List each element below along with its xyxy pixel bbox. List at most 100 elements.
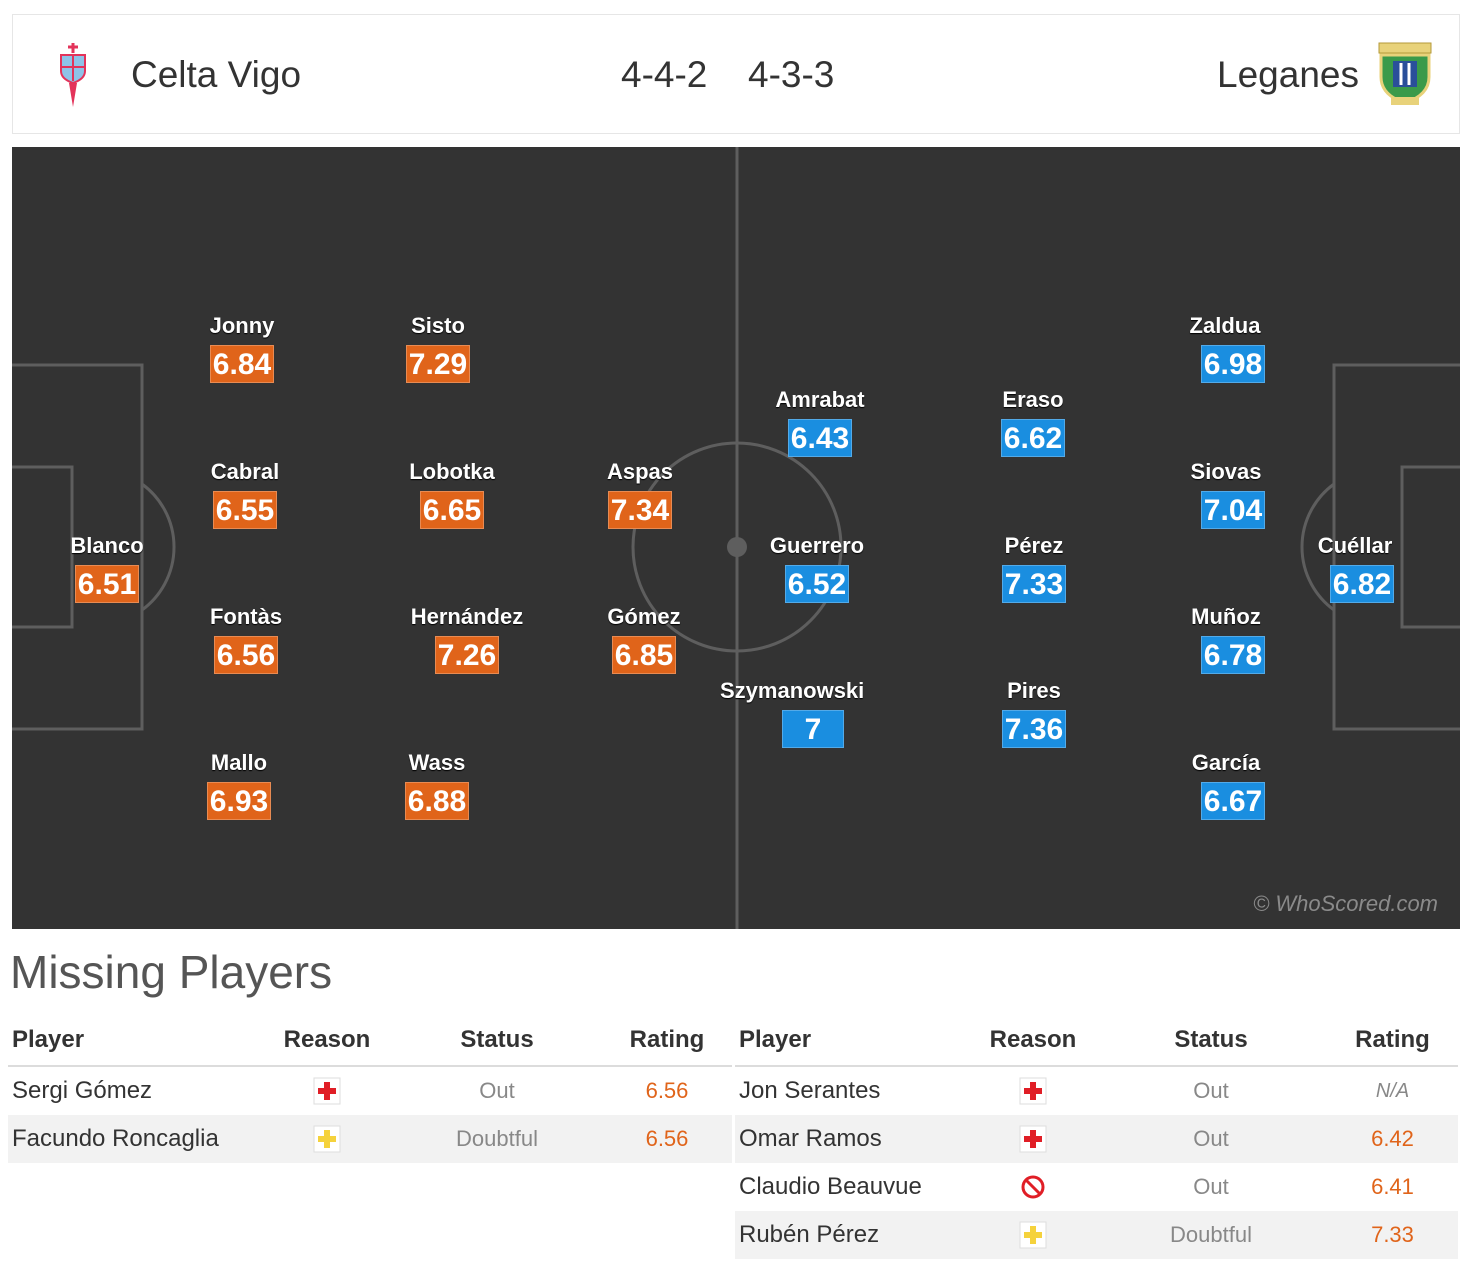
status: Out: [479, 1078, 515, 1103]
away-player[interactable]: Pérez 7.33: [964, 533, 1104, 603]
leganes-crest-icon: [1378, 42, 1432, 105]
player-rating: 7.04: [1200, 491, 1266, 529]
player-rating: 7.26: [434, 636, 500, 674]
table-row: Omar Ramos Out 6.42: [735, 1115, 1458, 1163]
player-name: Jonny: [209, 313, 275, 338]
column-rating: Rating: [1327, 1015, 1458, 1067]
player-name: Fontàs: [209, 604, 283, 629]
watermark: © WhoScored.com: [1253, 891, 1438, 916]
away-player[interactable]: Pires 7.36: [964, 678, 1104, 748]
column-status: Status: [392, 1015, 602, 1067]
player-link[interactable]: Facundo Roncaglia: [8, 1115, 262, 1163]
column-rating: Rating: [602, 1015, 732, 1067]
player-name: Hernández: [410, 604, 524, 629]
away-player[interactable]: Zaldua 6.98: [1155, 313, 1295, 383]
table-row: Sergi Gómez Out 6.56: [8, 1066, 732, 1115]
home-player[interactable]: Jonny 6.84: [172, 313, 312, 383]
away-player[interactable]: Siovas 7.04: [1156, 459, 1296, 529]
player-link[interactable]: Jon Serantes: [739, 1077, 881, 1104]
away-player[interactable]: Guerrero 6.52: [747, 533, 887, 603]
rating: N/A: [1375, 1079, 1410, 1102]
player-name: Cabral: [210, 459, 280, 484]
player-rating: 6.93: [206, 782, 272, 820]
table-row: Rubén Pérez Doubtful 7.33: [735, 1211, 1458, 1259]
home-team-name[interactable]: Celta Vigo: [131, 54, 302, 95]
player-name: Aspas: [606, 459, 674, 484]
player-name: Szymanowski: [720, 678, 865, 703]
celta-vigo-crest-icon: [60, 43, 86, 107]
player-rating: 7: [782, 710, 844, 748]
column-player: Player: [735, 1015, 971, 1067]
player-rating: 7.36: [1001, 710, 1067, 748]
home-player[interactable]: Mallo 6.93: [169, 750, 309, 820]
player-rating: 6.65: [419, 491, 485, 529]
rating: 6.41: [1371, 1174, 1414, 1199]
player-rating: 6.52: [784, 565, 850, 603]
player-rating: 6.67: [1200, 782, 1266, 820]
away-team-name[interactable]: Leganes: [1217, 54, 1359, 95]
player-rating: 6.88: [404, 782, 470, 820]
rating: 6.42: [1327, 1115, 1458, 1163]
player-name: Amrabat: [775, 387, 865, 412]
away-player[interactable]: Szymanowski 7: [720, 678, 865, 748]
player-rating: 6.78: [1200, 636, 1266, 674]
player-link[interactable]: Claudio Beauvue: [739, 1173, 922, 1200]
table-row: Jon Serantes Out N/A: [735, 1066, 1458, 1115]
player-name: Siovas: [1190, 459, 1262, 484]
player-rating: 7.34: [607, 491, 673, 529]
player-name: Muñoz: [1191, 604, 1261, 629]
player-name: García: [1191, 750, 1261, 775]
home-player[interactable]: Cabral 6.55: [175, 459, 315, 529]
status: Out: [1095, 1115, 1327, 1163]
column-reason: Reason: [971, 1015, 1095, 1067]
player-name: Blanco: [70, 533, 144, 558]
rating: 6.56: [645, 1078, 689, 1103]
home-formation: 4-4-2: [621, 54, 708, 95]
player-name: Eraso: [1002, 387, 1064, 412]
pitch: Blanco 6.51 Jonny 6.84 Cabral 6.55 Fontà…: [12, 147, 1460, 929]
away-player[interactable]: Muñoz 6.78: [1156, 604, 1296, 674]
away-player[interactable]: García 6.67: [1156, 750, 1296, 820]
table-row: Facundo Roncaglia Doubtful 6.56: [8, 1115, 732, 1163]
missing-players-title: Missing Players: [10, 946, 333, 998]
player-rating: 6.43: [787, 419, 853, 457]
away-player[interactable]: Eraso 6.62: [963, 387, 1103, 457]
player-name: Pérez: [1004, 533, 1064, 558]
player-name: Pires: [1007, 678, 1061, 703]
away-player[interactable]: Cuéllar 6.82: [1285, 533, 1425, 603]
player-rating: 6.82: [1329, 565, 1395, 603]
player-name: Guerrero: [769, 533, 865, 558]
status: Out: [1193, 1174, 1229, 1199]
home-missing-table: Player Reason Status Rating Sergi Gómez …: [8, 1015, 732, 1163]
player-rating: 6.62: [1000, 419, 1066, 457]
table-header: Player Reason Status Rating: [735, 1015, 1458, 1067]
player-link[interactable]: Rubén Pérez: [735, 1211, 971, 1259]
player-name: Wass: [408, 750, 466, 775]
status: Doubtful: [1095, 1211, 1327, 1259]
player-rating: 6.85: [611, 636, 677, 674]
home-player[interactable]: Lobotka 6.65: [382, 459, 522, 529]
player-name: Mallo: [210, 750, 268, 775]
column-status: Status: [1095, 1015, 1327, 1067]
player-link[interactable]: Omar Ramos: [735, 1115, 971, 1163]
player-name: Zaldua: [1189, 313, 1261, 338]
suspended-icon: [1021, 1175, 1045, 1199]
injury-cross-icon: [1019, 1077, 1047, 1105]
column-player: Player: [8, 1015, 262, 1067]
home-player[interactable]: Wass 6.88: [367, 750, 507, 820]
rating: 7.33: [1327, 1211, 1458, 1259]
player-rating: 6.51: [74, 565, 140, 603]
home-player[interactable]: Gómez 6.85: [574, 604, 714, 674]
home-player[interactable]: Hernández 7.26: [397, 604, 537, 674]
player-name: Cuéllar: [1317, 533, 1393, 558]
player-link[interactable]: Sergi Gómez: [12, 1077, 153, 1104]
table-row: Claudio Beauvue Out 6.41: [735, 1163, 1458, 1211]
player-name: Gómez: [607, 604, 681, 629]
home-player[interactable]: Fontàs 6.56: [176, 604, 316, 674]
home-player[interactable]: Blanco 6.51: [37, 533, 177, 603]
away-player[interactable]: Amrabat 6.43: [750, 387, 890, 457]
home-player[interactable]: Sisto 7.29: [368, 313, 508, 383]
player-rating: 7.33: [1001, 565, 1067, 603]
injury-cross-icon: [313, 1077, 341, 1105]
home-player[interactable]: Aspas 7.34: [570, 459, 710, 529]
